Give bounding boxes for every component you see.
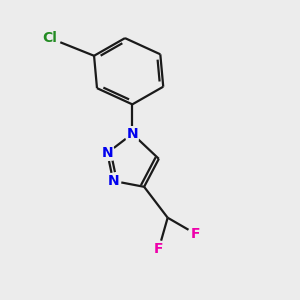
Text: F: F [154,242,164,256]
Text: N: N [127,127,138,141]
Text: N: N [107,174,119,188]
Text: Cl: Cl [43,31,57,45]
Text: N: N [101,146,113,160]
Text: F: F [191,227,200,241]
